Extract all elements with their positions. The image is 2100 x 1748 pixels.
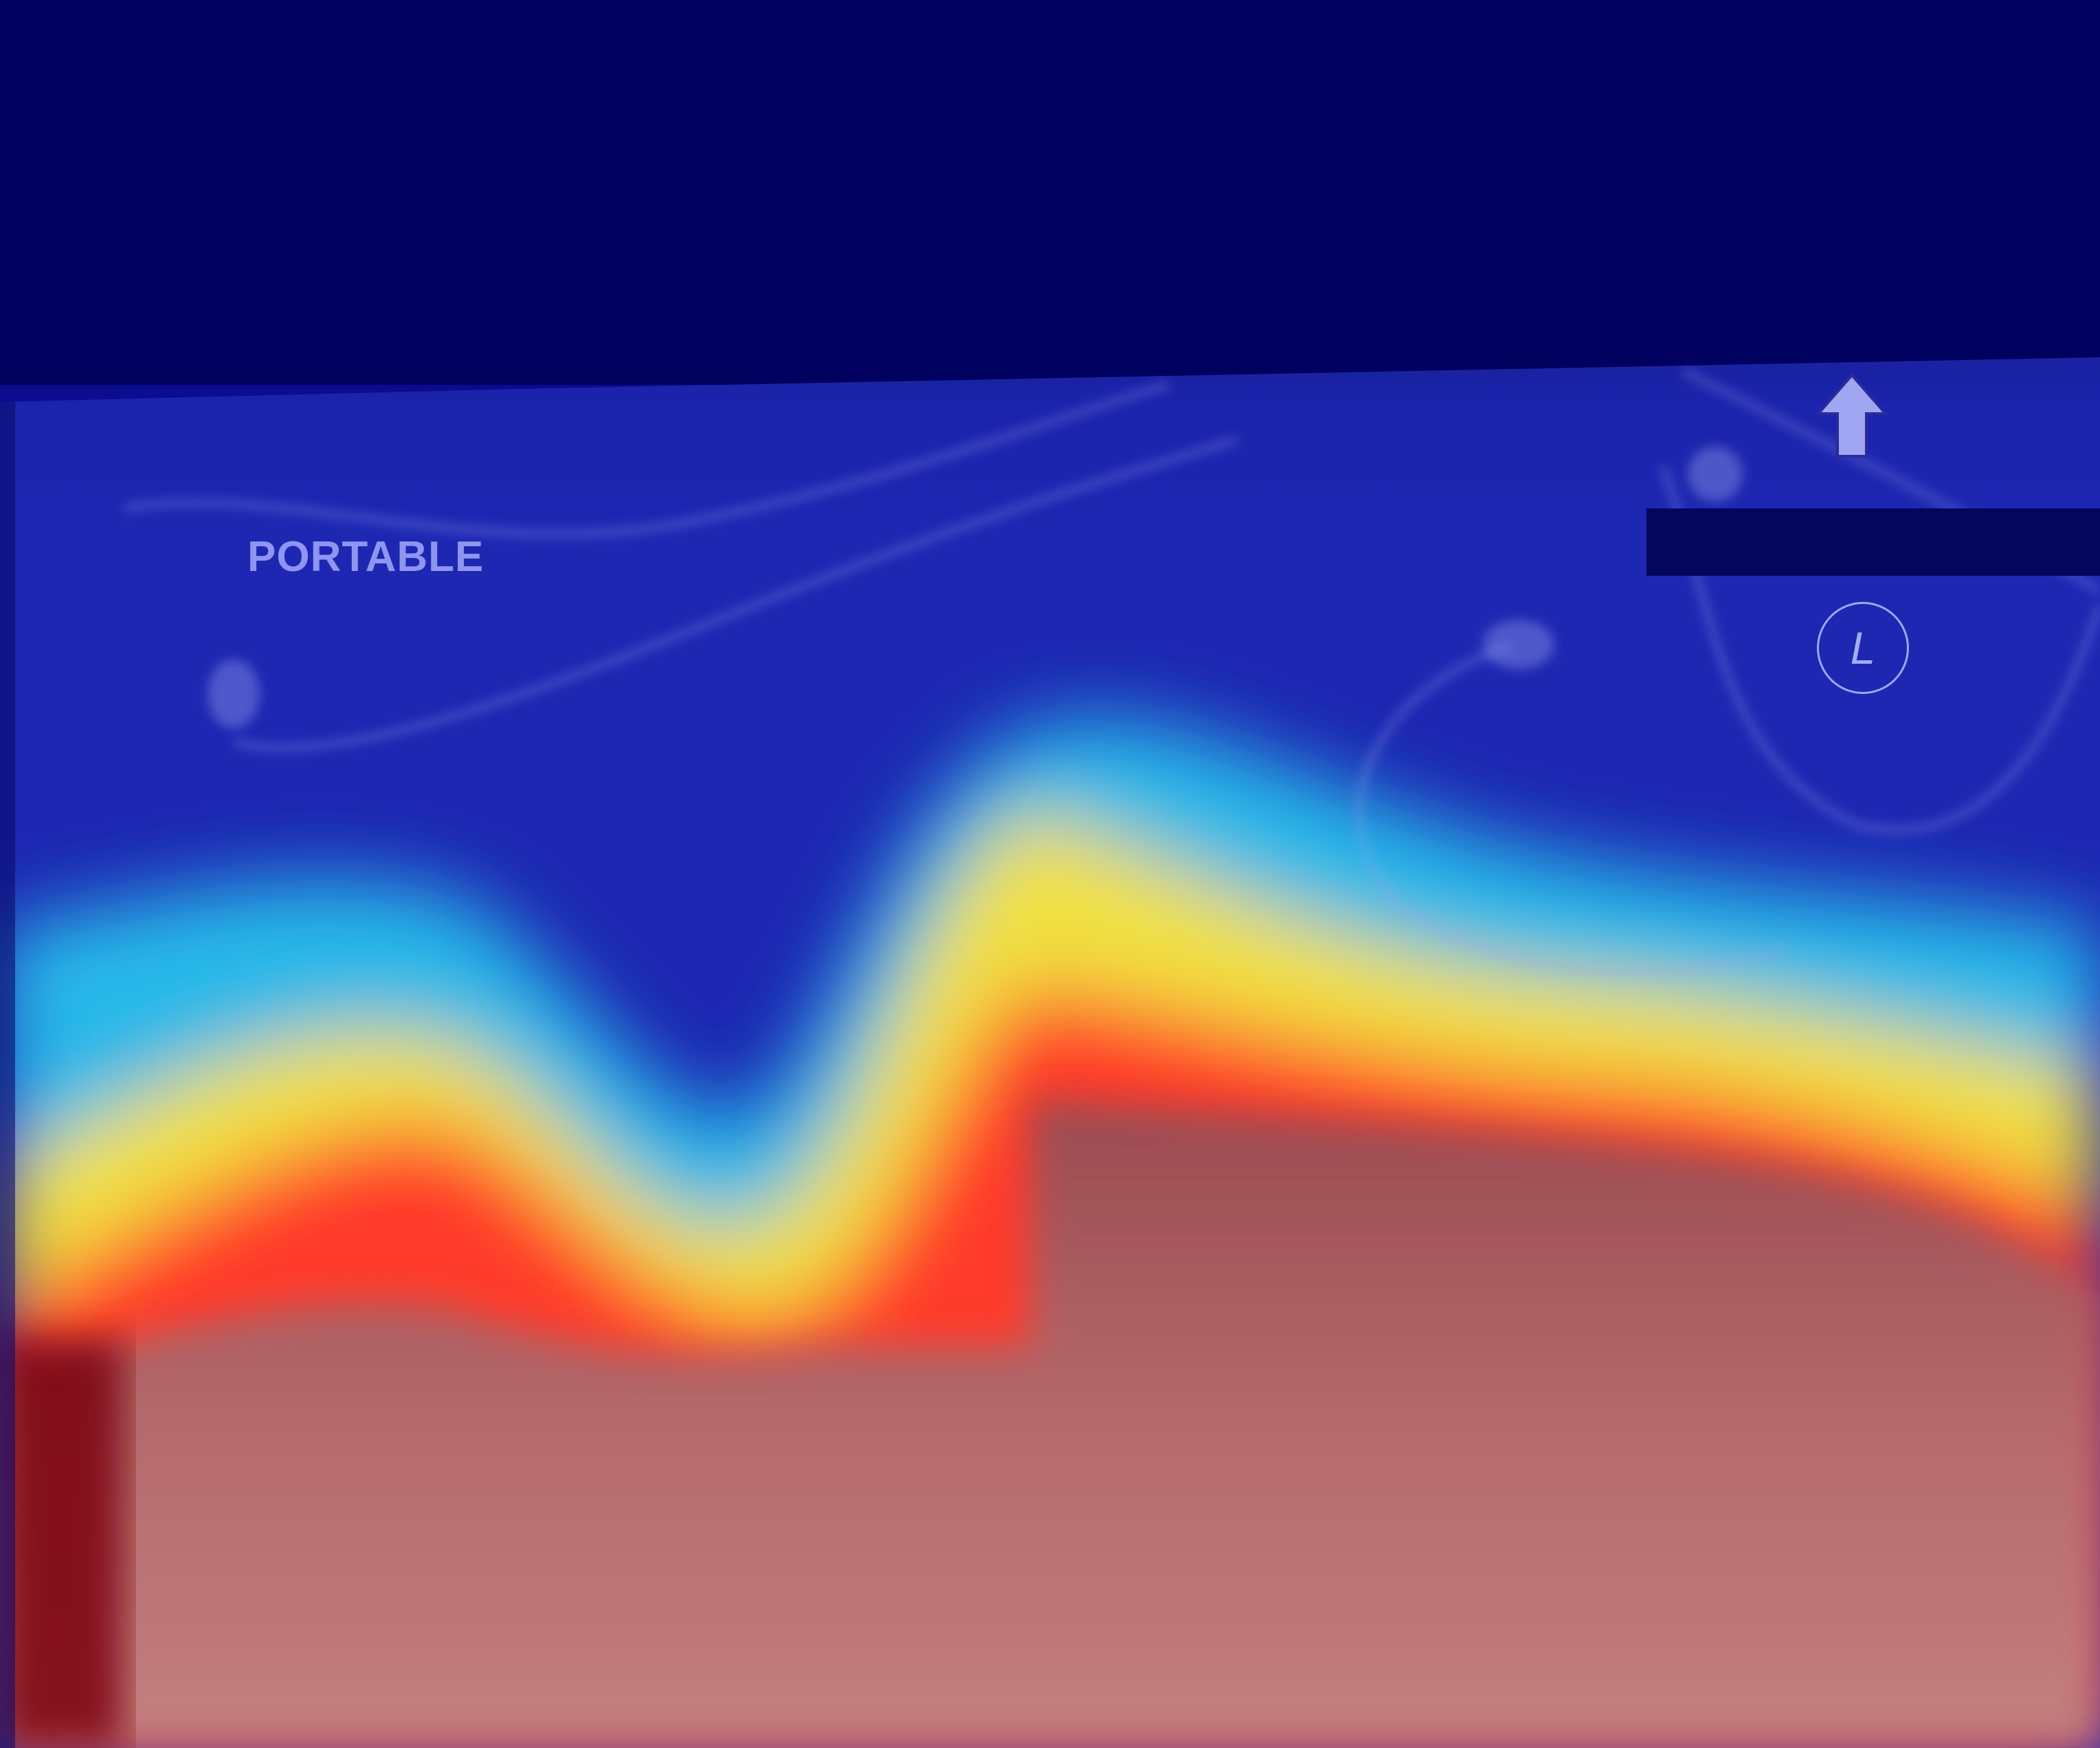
laterality-marker: L xyxy=(1817,602,1909,694)
redaction-bar xyxy=(1646,508,2100,576)
up-arrow-icon xyxy=(1815,372,1889,458)
projection-label: PORTABLE xyxy=(247,533,484,581)
